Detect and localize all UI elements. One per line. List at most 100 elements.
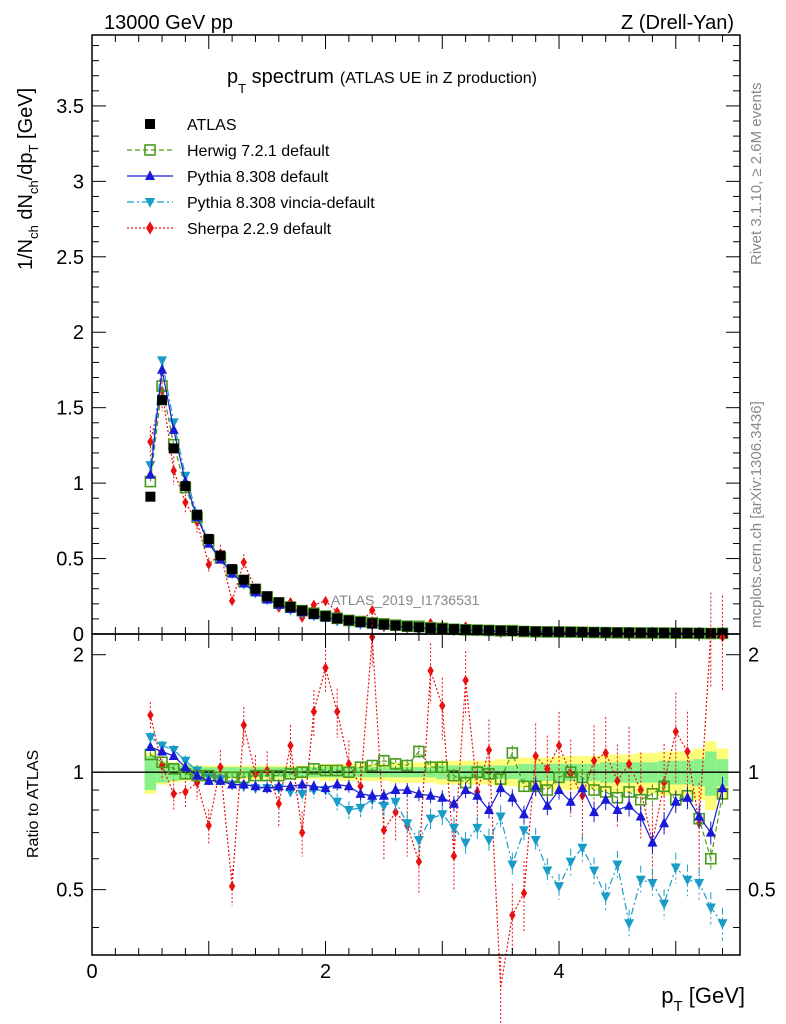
atlas-marker: [308, 608, 319, 619]
sherpa-marker: [182, 497, 189, 508]
herwig-marker: [343, 766, 355, 778]
pythia-marker: [238, 778, 249, 789]
vincia-marker: [378, 801, 389, 812]
legend-label-sherpa: Sherpa 2.2.9 default: [187, 221, 332, 238]
atlas-marker: [227, 564, 238, 575]
sherpa-marker: [637, 784, 644, 796]
ratio-tick-label-right: 2: [748, 645, 759, 667]
y-tick-label: 2.5: [56, 247, 84, 269]
legend-marker-herwig: [144, 144, 156, 156]
herwig-marker: [564, 766, 577, 778]
sherpa-marker: [170, 788, 177, 800]
legend-marker-atlas: [145, 119, 155, 129]
vincia-marker: [285, 787, 296, 798]
vincia-marker: [600, 892, 611, 903]
pythia-marker: [332, 778, 343, 789]
herwig-marker: [541, 784, 554, 796]
axis-ticks: 0 2 400.511.522.533.50.5 0.51 12 2: [56, 35, 776, 983]
herwig-marker: [646, 788, 659, 800]
sherpa-marker: [532, 750, 539, 762]
pythia-marker: [577, 782, 588, 793]
pythia-marker: [320, 782, 331, 793]
pythia-marker: [542, 800, 553, 810]
sherpa-marker: [228, 881, 236, 892]
pythia-marker: [157, 745, 168, 756]
vincia-marker: [589, 866, 600, 877]
pythia-marker: [308, 780, 319, 791]
herwig-marker: [308, 763, 320, 775]
pythia-marker: [157, 363, 168, 374]
sherpa-marker: [147, 436, 154, 447]
herwig-marker: [634, 793, 647, 806]
atlas-marker: [203, 533, 214, 544]
atlas-marker: [367, 618, 378, 629]
sherpa-marker: [205, 559, 212, 570]
herwig-marker: [366, 759, 379, 772]
atlas-marker: [157, 395, 168, 406]
panel-frames: [91, 34, 741, 956]
sherpa-marker: [182, 786, 189, 798]
legend-marker-sherpa: [146, 221, 154, 235]
ratio-panel-series: [92, 592, 740, 1024]
pythia-marker: [425, 790, 436, 800]
pythia-marker: [705, 826, 716, 837]
vincia-marker: [483, 836, 494, 846]
sherpa-marker: [158, 760, 166, 771]
herwig-marker: [261, 769, 273, 782]
vincia-marker: [565, 857, 576, 868]
sherpa-marker: [240, 719, 247, 731]
pythia-marker: [635, 810, 646, 821]
x-axis-label-unit: [GeV]: [683, 983, 745, 1008]
x-tick-label: 0: [86, 961, 97, 983]
herwig-marker: [658, 780, 670, 793]
vincia-marker: [507, 860, 518, 871]
pythia-marker: [168, 424, 179, 434]
sherpa-marker: [369, 605, 376, 616]
vincia-marker: [402, 819, 413, 829]
atlas-marker: [542, 626, 553, 637]
sherpa-marker: [415, 856, 423, 867]
herwig-marker: [389, 758, 402, 770]
band-inner: [704, 751, 717, 796]
vincia-marker: [542, 866, 553, 877]
vincia-marker: [530, 836, 541, 846]
sherpa-marker: [485, 744, 493, 756]
energy-label: 13000 GeV pp: [104, 12, 233, 34]
herwig-marker: [588, 784, 600, 796]
vincia-marker: [705, 903, 716, 914]
pythia-marker: [168, 750, 179, 761]
pythia-marker: [437, 791, 448, 802]
sherpa-marker: [427, 665, 434, 676]
herwig-marker: [705, 852, 717, 865]
herwig-marker: [506, 747, 519, 759]
herwig-marker: [378, 754, 390, 767]
atlas-marker: [659, 627, 670, 638]
pythia-marker: [285, 780, 296, 791]
pythia-marker: [448, 798, 459, 808]
title-sub: T: [238, 81, 246, 96]
sherpa-marker: [392, 806, 399, 818]
sherpa-marker: [602, 747, 609, 759]
sherpa-marker: [509, 910, 516, 921]
atlas-marker: [273, 597, 284, 608]
pythia-marker: [682, 791, 693, 802]
atlas-marker: [297, 605, 308, 616]
vincia-marker: [145, 733, 156, 743]
vincia-marker: [437, 810, 448, 821]
sherpa-marker: [217, 761, 224, 773]
atlas-marker: [332, 613, 343, 624]
sherpa-marker: [357, 781, 364, 792]
plot-title: pT spectrum (ATLAS UE in Z production): [227, 66, 537, 96]
herwig-marker: [319, 764, 332, 777]
vincia-marker: [413, 836, 424, 846]
legend-label-herwig: Herwig 7.2.1 default: [187, 143, 330, 160]
pythia-marker: [483, 804, 494, 814]
atlas-marker: [635, 627, 646, 638]
legend-label-pythia: Pythia 8.308 default: [187, 169, 329, 186]
atlas-marker: [519, 626, 529, 637]
sherpa-marker: [660, 777, 668, 788]
pythia-marker: [145, 741, 156, 752]
atlas-marker: [238, 574, 249, 585]
y-tick-label: 1.5: [56, 398, 84, 420]
atlas-marker: [355, 616, 366, 627]
